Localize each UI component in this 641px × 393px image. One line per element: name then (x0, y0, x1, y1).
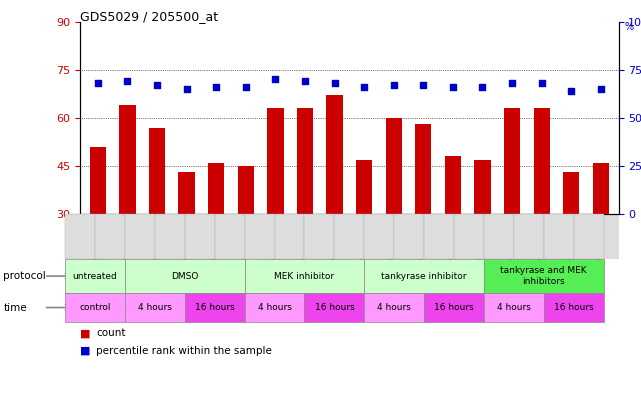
Text: 16 hours: 16 hours (315, 303, 354, 312)
Point (537, 80, 547, 86)
Bar (563, 173, 579, 310)
Text: 4 hours: 4 hours (378, 303, 411, 312)
Bar (326, 95, 343, 310)
Point (478, 84, 488, 90)
Text: control: control (79, 303, 111, 312)
Text: 4 hours: 4 hours (497, 303, 531, 312)
Text: untreated: untreated (72, 272, 117, 281)
Bar (386, 118, 402, 310)
Point (418, 82, 428, 88)
Point (388, 82, 399, 88)
Text: time: time (3, 303, 27, 312)
Point (152, 82, 162, 88)
Bar (238, 166, 254, 310)
Text: 16 hours: 16 hours (195, 303, 235, 312)
Text: tankyrase and MEK
inhibitors: tankyrase and MEK inhibitors (501, 266, 587, 286)
Point (300, 78, 310, 84)
Point (93, 80, 103, 86)
Text: 4 hours: 4 hours (138, 303, 172, 312)
Bar (533, 108, 550, 310)
Text: %: % (624, 22, 633, 31)
Text: protocol: protocol (3, 271, 46, 281)
Point (271, 76, 281, 83)
Bar (119, 105, 136, 310)
Point (211, 84, 221, 90)
Text: tankyrase inhibitor: tankyrase inhibitor (381, 272, 467, 281)
Point (329, 80, 340, 86)
Text: 16 hours: 16 hours (434, 303, 474, 312)
Point (122, 78, 133, 84)
Bar (149, 127, 165, 310)
Point (240, 84, 251, 90)
Point (448, 84, 458, 90)
Bar (445, 156, 461, 310)
Text: MEK inhibitor: MEK inhibitor (274, 272, 335, 281)
Bar (297, 108, 313, 310)
Text: GDS5029 / 205500_at: GDS5029 / 205500_at (80, 10, 218, 23)
Bar (504, 108, 520, 310)
Point (359, 84, 369, 90)
Point (507, 80, 517, 86)
Text: 16 hours: 16 hours (554, 303, 594, 312)
Bar (267, 108, 283, 310)
Bar (593, 163, 609, 310)
Point (181, 86, 192, 92)
Bar (208, 163, 224, 310)
Text: DMSO: DMSO (171, 272, 199, 281)
Bar (356, 160, 372, 310)
Point (566, 88, 576, 94)
Text: count: count (96, 328, 126, 338)
Bar (415, 124, 431, 310)
Text: ■: ■ (80, 346, 90, 356)
Bar (178, 173, 195, 310)
Text: ■: ■ (80, 328, 90, 338)
Text: 4 hours: 4 hours (258, 303, 292, 312)
Bar (474, 160, 490, 310)
Point (595, 86, 606, 92)
Bar (90, 147, 106, 310)
Text: percentile rank within the sample: percentile rank within the sample (96, 346, 272, 356)
